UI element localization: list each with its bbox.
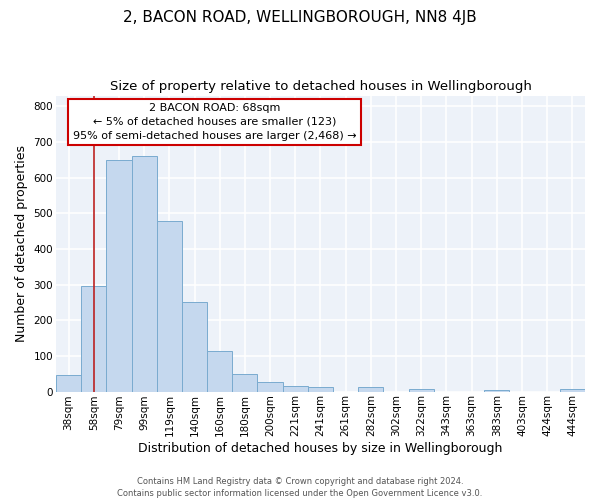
Bar	[358, 387, 383, 392]
Bar	[131, 156, 157, 392]
Bar	[106, 160, 131, 392]
Bar	[409, 388, 434, 392]
Bar	[283, 386, 308, 392]
Bar	[157, 221, 182, 392]
Bar	[182, 302, 207, 392]
Y-axis label: Number of detached properties: Number of detached properties	[15, 145, 28, 342]
Text: Contains HM Land Registry data © Crown copyright and database right 2024.
Contai: Contains HM Land Registry data © Crown c…	[118, 476, 482, 498]
Bar	[207, 351, 232, 392]
X-axis label: Distribution of detached houses by size in Wellingborough: Distribution of detached houses by size …	[138, 442, 503, 455]
Bar	[257, 382, 283, 392]
Text: 2, BACON ROAD, WELLINGBOROUGH, NN8 4JB: 2, BACON ROAD, WELLINGBOROUGH, NN8 4JB	[123, 10, 477, 25]
Bar	[56, 375, 81, 392]
Title: Size of property relative to detached houses in Wellingborough: Size of property relative to detached ho…	[110, 80, 532, 93]
Bar	[308, 387, 333, 392]
Bar	[560, 388, 585, 392]
Bar	[81, 286, 106, 392]
Bar	[484, 390, 509, 392]
Text: 2 BACON ROAD: 68sqm
← 5% of detached houses are smaller (123)
95% of semi-detach: 2 BACON ROAD: 68sqm ← 5% of detached hou…	[73, 103, 356, 141]
Bar	[232, 374, 257, 392]
